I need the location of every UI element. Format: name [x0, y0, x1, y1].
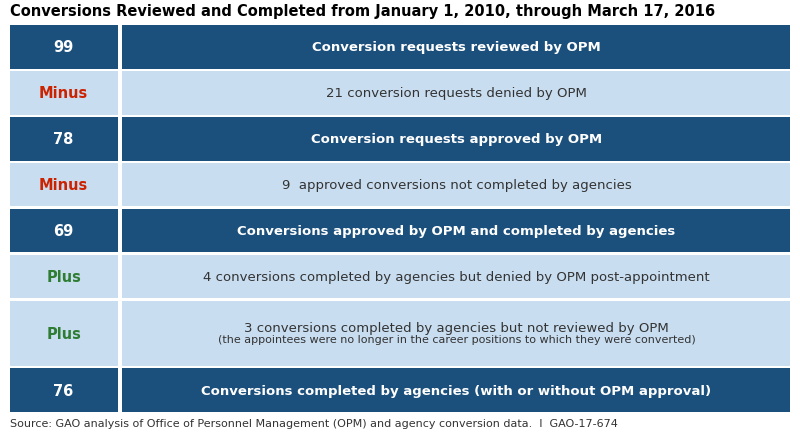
Text: Conversions completed by agencies (with or without OPM approval): Conversions completed by agencies (with …	[202, 384, 711, 397]
Text: Plus: Plus	[46, 326, 81, 341]
Text: Conversions approved by OPM and completed by agencies: Conversions approved by OPM and complete…	[238, 225, 675, 237]
Text: 9  approved conversions not completed by agencies: 9 approved conversions not completed by …	[282, 179, 631, 192]
Bar	[10, 163, 118, 207]
Bar	[10, 255, 118, 299]
Text: Plus: Plus	[46, 269, 81, 284]
Bar	[10, 117, 118, 161]
Bar	[122, 26, 790, 70]
Bar	[10, 72, 118, 115]
Bar	[122, 117, 790, 161]
Bar	[122, 72, 790, 115]
Bar	[10, 209, 118, 253]
Text: Source: GAO analysis of Office of Personnel Management (OPM) and agency conversi: Source: GAO analysis of Office of Person…	[10, 418, 618, 428]
Text: Conversion requests reviewed by OPM: Conversion requests reviewed by OPM	[312, 41, 601, 54]
Text: Minus: Minus	[39, 86, 88, 101]
Text: 78: 78	[54, 132, 74, 147]
Text: 69: 69	[54, 223, 74, 238]
Bar	[10, 26, 118, 70]
Text: Minus: Minus	[39, 178, 88, 193]
Text: 21 conversion requests denied by OPM: 21 conversion requests denied by OPM	[326, 87, 587, 100]
Bar	[122, 301, 790, 366]
Bar	[122, 209, 790, 253]
Bar	[122, 255, 790, 299]
Text: (the appointees were no longer in the career positions to which they were conver: (the appointees were no longer in the ca…	[218, 335, 695, 345]
Text: 99: 99	[54, 40, 74, 55]
Bar	[10, 301, 118, 366]
Text: Conversion requests approved by OPM: Conversion requests approved by OPM	[311, 133, 602, 146]
Text: Conversions Reviewed and Completed from January 1, 2010, through March 17, 2016: Conversions Reviewed and Completed from …	[10, 4, 714, 19]
Text: 76: 76	[54, 383, 74, 398]
Bar	[10, 368, 118, 412]
Text: 3 conversions completed by agencies but not reviewed by OPM: 3 conversions completed by agencies but …	[244, 321, 669, 334]
Text: 4 conversions completed by agencies but denied by OPM post-appointment: 4 conversions completed by agencies but …	[203, 270, 710, 283]
Bar	[122, 368, 790, 412]
Bar	[122, 163, 790, 207]
